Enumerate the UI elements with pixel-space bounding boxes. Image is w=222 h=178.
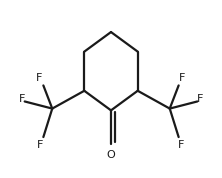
Text: F: F bbox=[178, 140, 184, 150]
Text: F: F bbox=[19, 94, 25, 104]
Text: F: F bbox=[197, 94, 203, 104]
Text: F: F bbox=[179, 73, 185, 83]
Text: O: O bbox=[107, 150, 115, 160]
Text: F: F bbox=[36, 73, 42, 83]
Text: F: F bbox=[37, 140, 43, 150]
